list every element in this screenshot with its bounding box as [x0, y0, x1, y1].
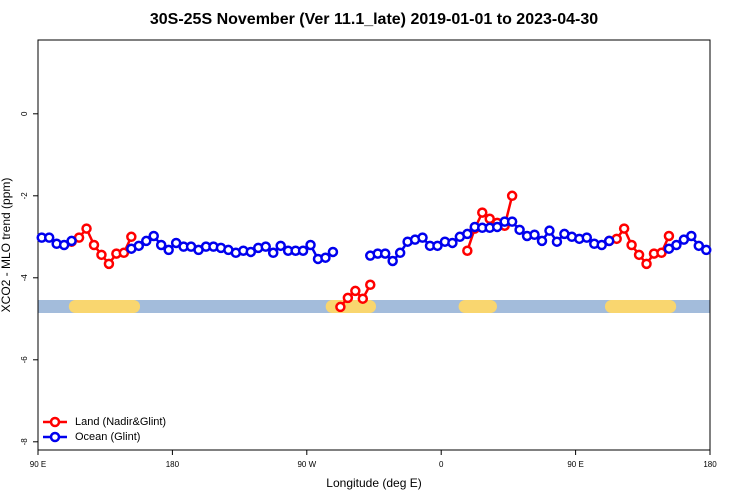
data-point: [417, 232, 428, 243]
data-point: [633, 249, 645, 261]
y-tick-label: -2: [20, 192, 29, 200]
data-point: [701, 244, 712, 256]
data-point: [350, 285, 361, 297]
legend-marker: [49, 431, 61, 443]
data-point: [141, 235, 152, 247]
data-point: [596, 239, 607, 251]
data-point: [656, 247, 667, 259]
x-tick-label: 90 W: [297, 460, 316, 469]
data-point: [148, 230, 159, 242]
data-point: [626, 239, 637, 251]
data-point: [686, 230, 697, 242]
data-point: [133, 240, 145, 252]
data-point: [335, 301, 346, 313]
data-point: [155, 239, 167, 251]
x-tick-label: 180: [703, 460, 717, 469]
data-point: [163, 244, 174, 256]
data-point: [96, 249, 107, 261]
data-point: [544, 225, 555, 236]
data-point: [357, 293, 369, 304]
legend-label: Ocean (Glint): [75, 431, 140, 443]
y-tick-label: -6: [20, 356, 29, 364]
y-tick-label: -8: [20, 438, 29, 446]
x-tick-label: 90 E: [30, 460, 46, 469]
data-point: [506, 216, 518, 227]
data-point: [663, 230, 675, 242]
data-point: [342, 292, 354, 304]
data-point: [365, 279, 376, 291]
data-point: [260, 241, 271, 252]
data-point: [88, 239, 100, 251]
data-point: [245, 246, 257, 258]
data-point: [275, 240, 286, 252]
data-point: [462, 245, 473, 256]
data-point: [671, 239, 682, 251]
data-point: [536, 235, 548, 247]
data-point: [529, 229, 540, 240]
data-point: [432, 240, 443, 252]
data-point: [693, 240, 705, 252]
data-point: [320, 252, 331, 263]
data-point: [514, 224, 525, 236]
data-point: [126, 231, 137, 243]
data-point: [43, 232, 55, 243]
chart-title: 30S-25S November (Ver 11.1_late) 2019-01…: [150, 11, 598, 28]
data-point: [394, 247, 406, 259]
data-point: [387, 255, 398, 267]
data-point: [462, 228, 473, 240]
x-tick-label: 90 E: [567, 460, 583, 469]
x-axis-label: Longitude (deg E): [326, 476, 421, 490]
data-point: [477, 207, 488, 218]
data-point: [66, 235, 77, 247]
data-point: [297, 245, 309, 256]
data-point: [641, 258, 652, 270]
data-point: [491, 221, 503, 233]
data-point: [305, 239, 316, 251]
y-axis-label: XCO2 - MLO trend (ppm): [0, 178, 13, 313]
data-point: [618, 223, 630, 234]
data-point: [603, 235, 615, 247]
data-point: [267, 247, 279, 259]
x-tick-label: 0: [439, 460, 444, 469]
data-point: [506, 190, 518, 202]
legend-marker: [49, 416, 61, 428]
y-tick-label: -4: [20, 274, 29, 282]
data-point: [58, 239, 70, 251]
y-tick-label: 0: [20, 111, 29, 116]
data-point: [447, 237, 458, 249]
data-point: [327, 246, 339, 258]
data-point: [103, 258, 115, 270]
data-point: [551, 236, 563, 247]
data-point: [118, 247, 130, 259]
x-tick-label: 180: [166, 460, 180, 469]
legend-label: Land (Nadir&Glint): [75, 416, 166, 428]
data-point: [81, 223, 92, 234]
data-point: [581, 232, 593, 243]
plot-frame: [37, 39, 711, 451]
data-point: [379, 248, 391, 259]
